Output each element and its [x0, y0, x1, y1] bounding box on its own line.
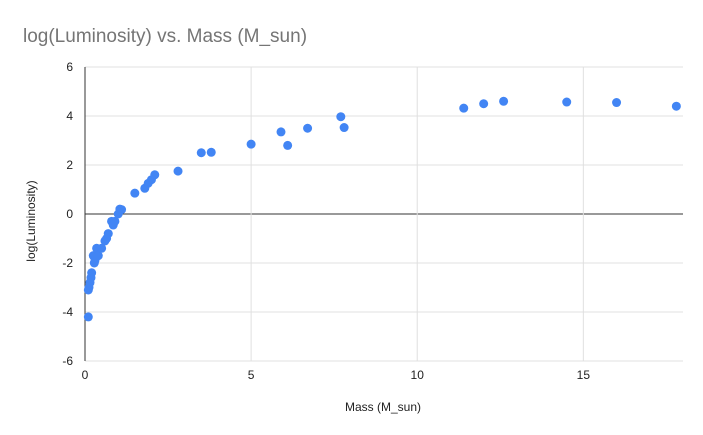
x-tick-label: 5 — [248, 368, 255, 382]
data-point — [103, 229, 113, 239]
tick-labels: -6 -4 -2 0 2 4 6 0 5 10 15 — [62, 60, 590, 382]
y-tick-label: 6 — [66, 60, 73, 74]
data-point — [499, 96, 509, 106]
y-tick-label: -2 — [62, 256, 73, 270]
data-point — [283, 140, 293, 150]
data-point — [479, 99, 489, 109]
x-tick-label: 15 — [577, 368, 591, 382]
y-tick-label: 4 — [66, 109, 73, 123]
data-point — [196, 148, 206, 158]
data-point — [173, 166, 183, 176]
x-tick-label: 10 — [411, 368, 425, 382]
data-point — [206, 147, 216, 157]
data-point — [97, 243, 107, 253]
data-point — [336, 112, 346, 122]
y-axis-label: log(Luminosity) — [24, 180, 38, 261]
data-point — [671, 101, 681, 111]
x-tick-label: 0 — [82, 368, 89, 382]
data-point — [562, 97, 572, 107]
data-point — [612, 98, 622, 108]
data-point — [339, 123, 349, 133]
y-tick-label: 0 — [66, 207, 73, 221]
y-tick-label: -6 — [62, 354, 73, 368]
data-point — [83, 312, 93, 322]
gridlines — [84, 66, 683, 362]
x-axis-label: Mass (M_sun) — [345, 400, 421, 414]
y-tick-label: -4 — [62, 305, 73, 319]
data-point — [117, 205, 127, 215]
data-point — [246, 139, 256, 149]
data-point — [150, 170, 160, 180]
data-points — [83, 96, 681, 322]
data-point — [93, 251, 103, 261]
chart-title: log(Luminosity) vs. Mass (M_sun) — [23, 26, 307, 47]
data-point — [276, 127, 286, 137]
data-point — [110, 216, 120, 226]
data-point — [130, 188, 140, 198]
data-point — [459, 103, 469, 113]
data-point — [87, 268, 97, 278]
data-point — [303, 123, 313, 133]
y-tick-label: 2 — [66, 158, 73, 172]
